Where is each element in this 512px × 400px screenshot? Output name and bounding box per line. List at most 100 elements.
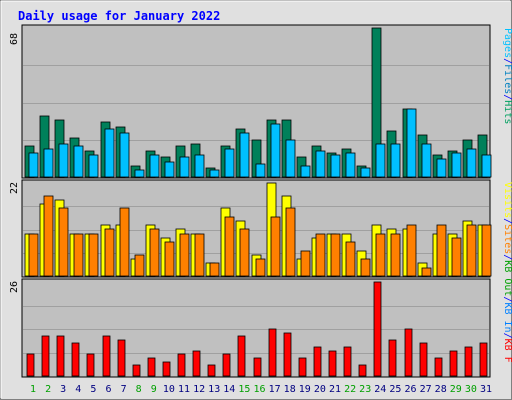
x-tick-label: 11 — [178, 384, 190, 395]
bar-sites-day-1 — [28, 233, 39, 277]
bar-kb-f-day-1 — [26, 353, 35, 377]
bar-files-day-17 — [270, 123, 281, 178]
x-tick-label: 17 — [269, 384, 281, 395]
bar-sites-day-29 — [451, 237, 462, 277]
bar-files-day-27 — [421, 143, 432, 178]
mid-max-label: 22 — [9, 182, 20, 194]
bar-kb-f-day-5 — [86, 353, 95, 377]
bar-sites-day-5 — [88, 233, 99, 277]
bar-files-day-31 — [481, 154, 492, 178]
bar-kb-f-day-31 — [479, 342, 488, 377]
legend-entry: / — [502, 254, 512, 260]
bar-files-day-29 — [451, 152, 462, 178]
bar-sites-day-30 — [466, 224, 477, 277]
legend-entry: Pages — [502, 28, 512, 58]
x-tick-label: 29 — [450, 384, 462, 395]
x-tick-label: 2 — [45, 384, 51, 395]
bar-files-day-24 — [375, 143, 386, 178]
bar-kb-f-day-22 — [343, 346, 352, 377]
bar-files-day-14 — [224, 148, 235, 178]
bar-kb-f-day-28 — [434, 357, 443, 377]
chart-title: Daily usage for January 2022 — [18, 9, 220, 23]
bar-sites-day-6 — [104, 228, 115, 277]
bar-sites-day-18 — [285, 207, 296, 277]
bar-sites-day-8 — [134, 254, 145, 277]
x-tick-label: 31 — [480, 384, 492, 395]
bar-files-day-28 — [436, 158, 447, 178]
bar-kb-f-day-20 — [313, 346, 322, 377]
bar-kb-f-day-29 — [449, 350, 458, 377]
bar-files-day-25 — [390, 143, 401, 178]
x-tick-label: 12 — [193, 384, 205, 395]
top-max-label: 68 — [9, 33, 20, 45]
bar-files-day-6 — [104, 128, 115, 178]
bar-sites-day-22 — [345, 241, 356, 277]
bar-kb-f-day-3 — [56, 335, 65, 377]
bar-kb-f-day-4 — [71, 342, 80, 377]
bar-sites-day-19 — [300, 250, 311, 277]
bar-kb-f-day-16 — [253, 357, 262, 377]
bar-sites-day-9 — [149, 228, 160, 277]
bar-sites-day-14 — [224, 216, 235, 277]
bar-kb-f-day-30 — [464, 346, 473, 377]
bar-files-day-9 — [149, 154, 160, 178]
legend-entry: / — [502, 94, 512, 100]
bar-kb-f-day-8 — [132, 364, 141, 377]
bar-files-day-4 — [73, 145, 84, 178]
bar-sites-day-7 — [119, 207, 130, 277]
bar-files-day-8 — [134, 169, 145, 178]
bar-kb-f-day-7 — [117, 339, 126, 377]
bar-sites-day-31 — [481, 224, 492, 277]
legend-mid: Visits/Sites/KB Out/KB In/KB F — [502, 182, 512, 363]
bar-files-day-30 — [466, 148, 477, 178]
bar-files-day-3 — [58, 143, 69, 178]
legend-top: Pages/Files/Hits — [502, 28, 512, 124]
x-tick-label: 7 — [121, 384, 127, 395]
bottom-max-label: 26 — [9, 281, 20, 293]
legend-entry: Sites — [502, 224, 512, 254]
x-tick-label: 25 — [389, 384, 401, 395]
bar-kb-f-day-19 — [298, 357, 307, 377]
bar-kb-f-day-27 — [419, 342, 428, 377]
bar-sites-day-20 — [315, 233, 326, 277]
bar-kb-f-day-12 — [192, 350, 201, 377]
bar-files-day-5 — [88, 154, 99, 178]
x-axis-labels: 1 2 3 4 5 6 7 8 9 10 11 12 13 14 15 16 17 18 19 20 21 22 23 24 2… — [30, 384, 492, 395]
bar-files-day-1 — [28, 152, 39, 178]
bar-kb-f-day-15 — [237, 335, 246, 377]
bar-files-day-10 — [164, 161, 175, 178]
bar-kb-f-day-21 — [328, 350, 337, 377]
x-tick-label: 10 — [163, 384, 175, 395]
x-tick-label: 19 — [299, 384, 311, 395]
bar-sites-day-4 — [73, 233, 84, 277]
legend-entry: KB Out — [502, 260, 512, 296]
x-tick-label: 13 — [208, 384, 220, 395]
bar-sites-day-24 — [375, 233, 386, 277]
legend-entry: Hits — [502, 100, 512, 124]
legend-entry: / — [502, 218, 512, 224]
bar-files-day-2 — [43, 148, 54, 178]
legend-entry: / — [502, 333, 512, 339]
x-tick-label: 3 — [60, 384, 66, 395]
bar-sites-day-10 — [164, 241, 175, 277]
bar-sites-day-26 — [406, 224, 417, 277]
bar-sites-day-16 — [255, 258, 266, 277]
bar-files-day-11 — [179, 156, 190, 178]
x-tick-label: 4 — [75, 384, 81, 395]
bar-files-day-21 — [330, 154, 341, 178]
x-tick-label: 14 — [223, 384, 235, 395]
bar-files-day-7 — [119, 132, 130, 178]
bar-kb-f-day-9 — [147, 357, 156, 377]
bar-sites-day-23 — [360, 258, 371, 277]
legend-entry: Visits — [502, 182, 512, 218]
x-tick-label: 28 — [435, 384, 447, 395]
bar-sites-day-13 — [209, 262, 220, 277]
legend-entry: KB F — [502, 339, 512, 363]
x-tick-label: 5 — [90, 384, 96, 395]
x-tick-label: 26 — [404, 384, 416, 395]
bar-sites-day-17 — [270, 216, 281, 277]
x-tick-label: 1 — [30, 384, 36, 395]
x-tick-label: 30 — [465, 384, 477, 395]
bar-sites-day-25 — [390, 233, 401, 277]
